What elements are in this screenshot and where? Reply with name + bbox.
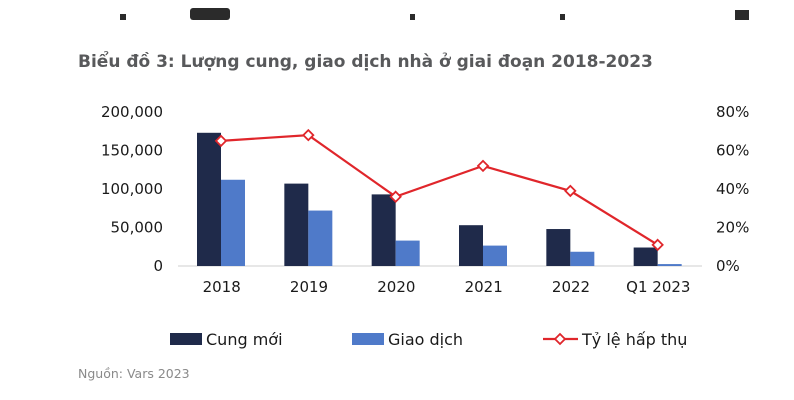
line-point-diamond: [651, 238, 664, 252]
y-right-tick-label: 60%: [716, 142, 749, 160]
line-point-diamond: [389, 190, 402, 203]
x-tick-label: 2020: [377, 278, 415, 296]
line-point-diamond: [476, 159, 490, 173]
legend-swatch-cung-moi: [170, 333, 202, 345]
line-ty-le-hap-thu: [220, 133, 659, 246]
bar-giao-dich: [483, 245, 507, 266]
bar-cung-moi: [197, 132, 221, 266]
y-left-tick-label: 150,000: [101, 142, 163, 160]
line-point-diamond: [564, 184, 577, 198]
y-left-tick-label: 200,000: [101, 103, 163, 121]
bar-cung-moi: [284, 183, 309, 266]
source-note: Nguồn: Vars 2023: [78, 366, 190, 381]
y-left-tick-label: 50,000: [111, 219, 164, 237]
bar-giao-dich: [657, 264, 682, 266]
x-tick-label: 2021: [465, 278, 503, 296]
y-right-tick-label: 0%: [716, 257, 740, 275]
chart-title: Biểu đồ 3: Lượng cung, giao dịch nhà ở g…: [78, 52, 653, 72]
bar-cung-moi: [546, 229, 571, 266]
y-left-tick-label: 100,000: [101, 180, 163, 198]
bar-cung-moi: [371, 194, 396, 266]
bar-giao-dich: [395, 240, 420, 266]
legend-swatch-diamond: [553, 332, 567, 346]
legend-label-giao-dich: Giao dịch: [388, 330, 463, 349]
line-point-diamond: [302, 128, 315, 142]
y-right-tick-label: 80%: [716, 103, 749, 121]
x-tick-label: Q1 2023: [626, 278, 690, 296]
bar-cung-moi: [459, 225, 483, 266]
y-right-tick-label: 40%: [716, 180, 749, 198]
bar-giao-dich: [221, 179, 245, 266]
legend-label-ty-le: Tỷ lệ hấp thụ: [581, 330, 687, 349]
x-tick-label: 2022: [552, 278, 590, 296]
y-right-tick-label: 20%: [716, 219, 749, 237]
legend-label-cung-moi: Cung mới: [206, 330, 283, 349]
y-left-tick-label: 0: [153, 257, 163, 275]
cropped-text-top: [120, 8, 749, 20]
bar-giao-dich: [308, 210, 333, 266]
bar-giao-dich: [570, 251, 595, 266]
line-point-diamond: [214, 134, 228, 148]
legend-swatch-giao-dich: [352, 333, 384, 345]
x-tick-label: 2019: [290, 278, 328, 296]
x-tick-label: 2018: [203, 278, 241, 296]
bar-cung-moi: [633, 247, 658, 266]
